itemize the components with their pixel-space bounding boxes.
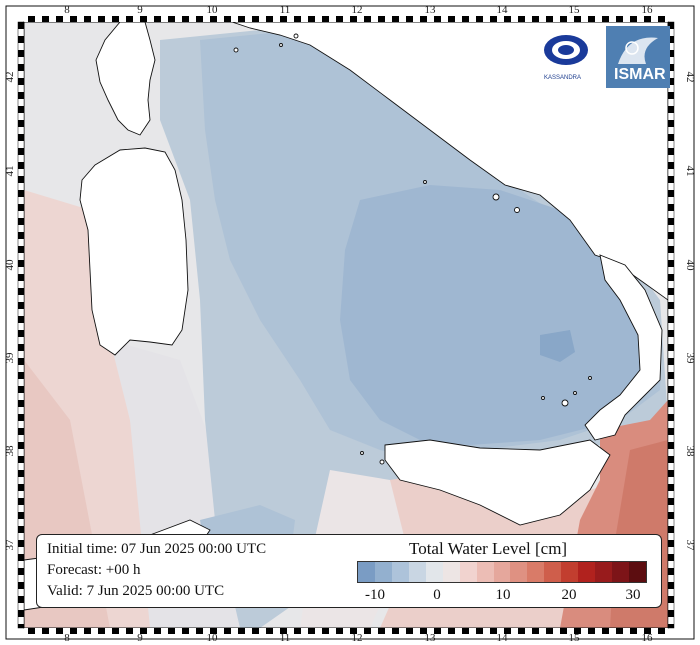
colorbar-swatch: [612, 562, 629, 582]
latitude-label: 42: [684, 72, 696, 83]
longitude-label: 15: [569, 632, 581, 644]
colorbar-swatch: [527, 562, 545, 582]
latitude-labels-left: 42 41 40 39 38 37: [4, 72, 16, 551]
latitude-label: 39: [684, 353, 696, 365]
frame-left: [17, 21, 25, 629]
colorbar-tick-label: 20: [561, 587, 577, 603]
latitude-label: 38: [4, 445, 16, 457]
colorbar-swatch: [425, 562, 443, 582]
frame-top: [24, 16, 668, 22]
forecast-text: Forecast: +00 h: [47, 562, 141, 578]
logo-graphics: [528, 26, 670, 88]
longitude-label: 16: [642, 4, 654, 16]
logo-area: KASSANDRA ISMAR: [528, 26, 670, 90]
latitude-label: 37: [684, 540, 696, 552]
ismar-logo-text: ISMAR: [614, 66, 666, 83]
longitude-label: 9: [137, 4, 143, 16]
longitude-label: 12: [352, 632, 363, 644]
initial-time-text: Initial time: 07 Jun 2025 00:00 UTC: [47, 541, 267, 557]
longitude-label: 14: [497, 632, 509, 644]
colorbar-swatch: [629, 562, 646, 582]
longitude-label: 15: [569, 4, 581, 16]
latitude-label: 42: [4, 72, 16, 83]
colorbar-swatch: [459, 562, 477, 582]
longitude-label: 13: [425, 632, 437, 644]
valid-time-text: Valid: 7 Jun 2025 00:00 UTC: [47, 583, 225, 599]
latitude-label: 38: [684, 446, 696, 458]
longitude-label: 10: [207, 4, 219, 16]
longitude-labels-top: 8 9 10 11 12 13 14 15 16: [64, 4, 653, 16]
colorbar-swatch: [578, 562, 596, 582]
colorbar-tick-label: 10: [495, 587, 511, 603]
longitude-label: 16: [642, 632, 654, 644]
colorbar-swatch: [374, 562, 392, 582]
colorbar-swatch: [442, 562, 460, 582]
colorbar-swatch: [544, 562, 562, 582]
colorbar-tick-label: -10: [365, 587, 385, 603]
longitude-label: 11: [280, 4, 291, 16]
colorbar-swatch: [561, 562, 579, 582]
colorbar-tick-label: 0: [433, 587, 441, 603]
latitude-labels-right: 42 41 40 39 38 37: [684, 72, 696, 552]
latitude-label: 37: [4, 539, 16, 551]
latitude-label: 41: [4, 166, 16, 177]
colorbar-swatch: [391, 562, 409, 582]
info-legend-box: Initial time: 07 Jun 2025 00:00 UTC Fore…: [36, 534, 662, 608]
colorbar-swatch: [408, 562, 426, 582]
latitude-label: 40: [684, 260, 696, 272]
colorbar-swatch: [476, 562, 494, 582]
kassandra-logo-text: KASSANDRA: [544, 75, 582, 81]
colorbar-title: Total Water Level [cm]: [409, 539, 568, 558]
longitude-label: 9: [137, 632, 143, 644]
colorbar-swatch: [493, 562, 511, 582]
colorbar-swatch: [595, 562, 613, 582]
latitude-label: 39: [4, 352, 16, 364]
latitude-label: 41: [684, 166, 696, 177]
longitude-label: 12: [352, 4, 363, 16]
longitude-label: 11: [280, 632, 291, 644]
colorbar-swatch: [510, 562, 528, 582]
colorbar-swatch: [358, 562, 375, 582]
longitude-label: 8: [64, 4, 70, 16]
colorbar: [357, 561, 647, 583]
longitude-label: 10: [207, 632, 219, 644]
longitude-label: 8: [64, 632, 70, 644]
latitude-label: 40: [4, 259, 16, 271]
longitude-label: 13: [425, 4, 437, 16]
longitude-labels-bottom: 8 9 10 11 12 13 14 15 16: [64, 632, 653, 644]
longitude-label: 14: [497, 4, 509, 16]
frame-right: [667, 21, 675, 629]
colorbar-tick-label: 30: [625, 587, 641, 603]
frame-bottom: [24, 628, 668, 634]
